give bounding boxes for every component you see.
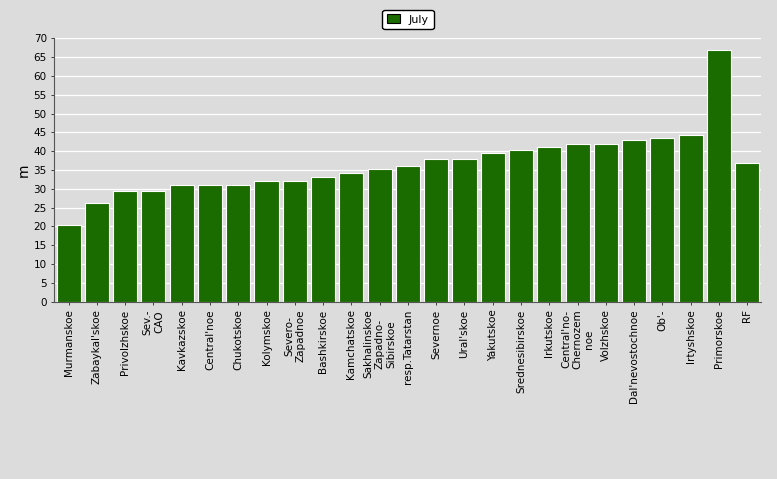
Bar	[198, 185, 222, 302]
Bar	[650, 138, 674, 302]
Bar	[368, 169, 392, 302]
Bar	[424, 159, 448, 302]
Bar	[566, 144, 590, 302]
Bar	[594, 144, 618, 302]
Bar	[255, 182, 278, 302]
Bar	[735, 162, 759, 302]
Bar	[113, 191, 137, 302]
Bar	[141, 191, 166, 302]
Bar	[509, 150, 533, 302]
Bar	[707, 50, 731, 302]
Bar	[679, 136, 702, 302]
Bar	[481, 153, 505, 302]
Bar	[340, 173, 364, 302]
Legend: July: July	[382, 10, 434, 29]
Bar	[283, 182, 307, 302]
Bar	[538, 147, 561, 302]
Bar	[452, 159, 476, 302]
Y-axis label: m: m	[17, 163, 31, 177]
Bar	[311, 177, 335, 302]
Bar	[226, 185, 250, 302]
Bar	[169, 185, 193, 302]
Bar	[85, 203, 109, 302]
Bar	[57, 226, 81, 302]
Bar	[622, 139, 646, 302]
Bar	[396, 166, 420, 302]
